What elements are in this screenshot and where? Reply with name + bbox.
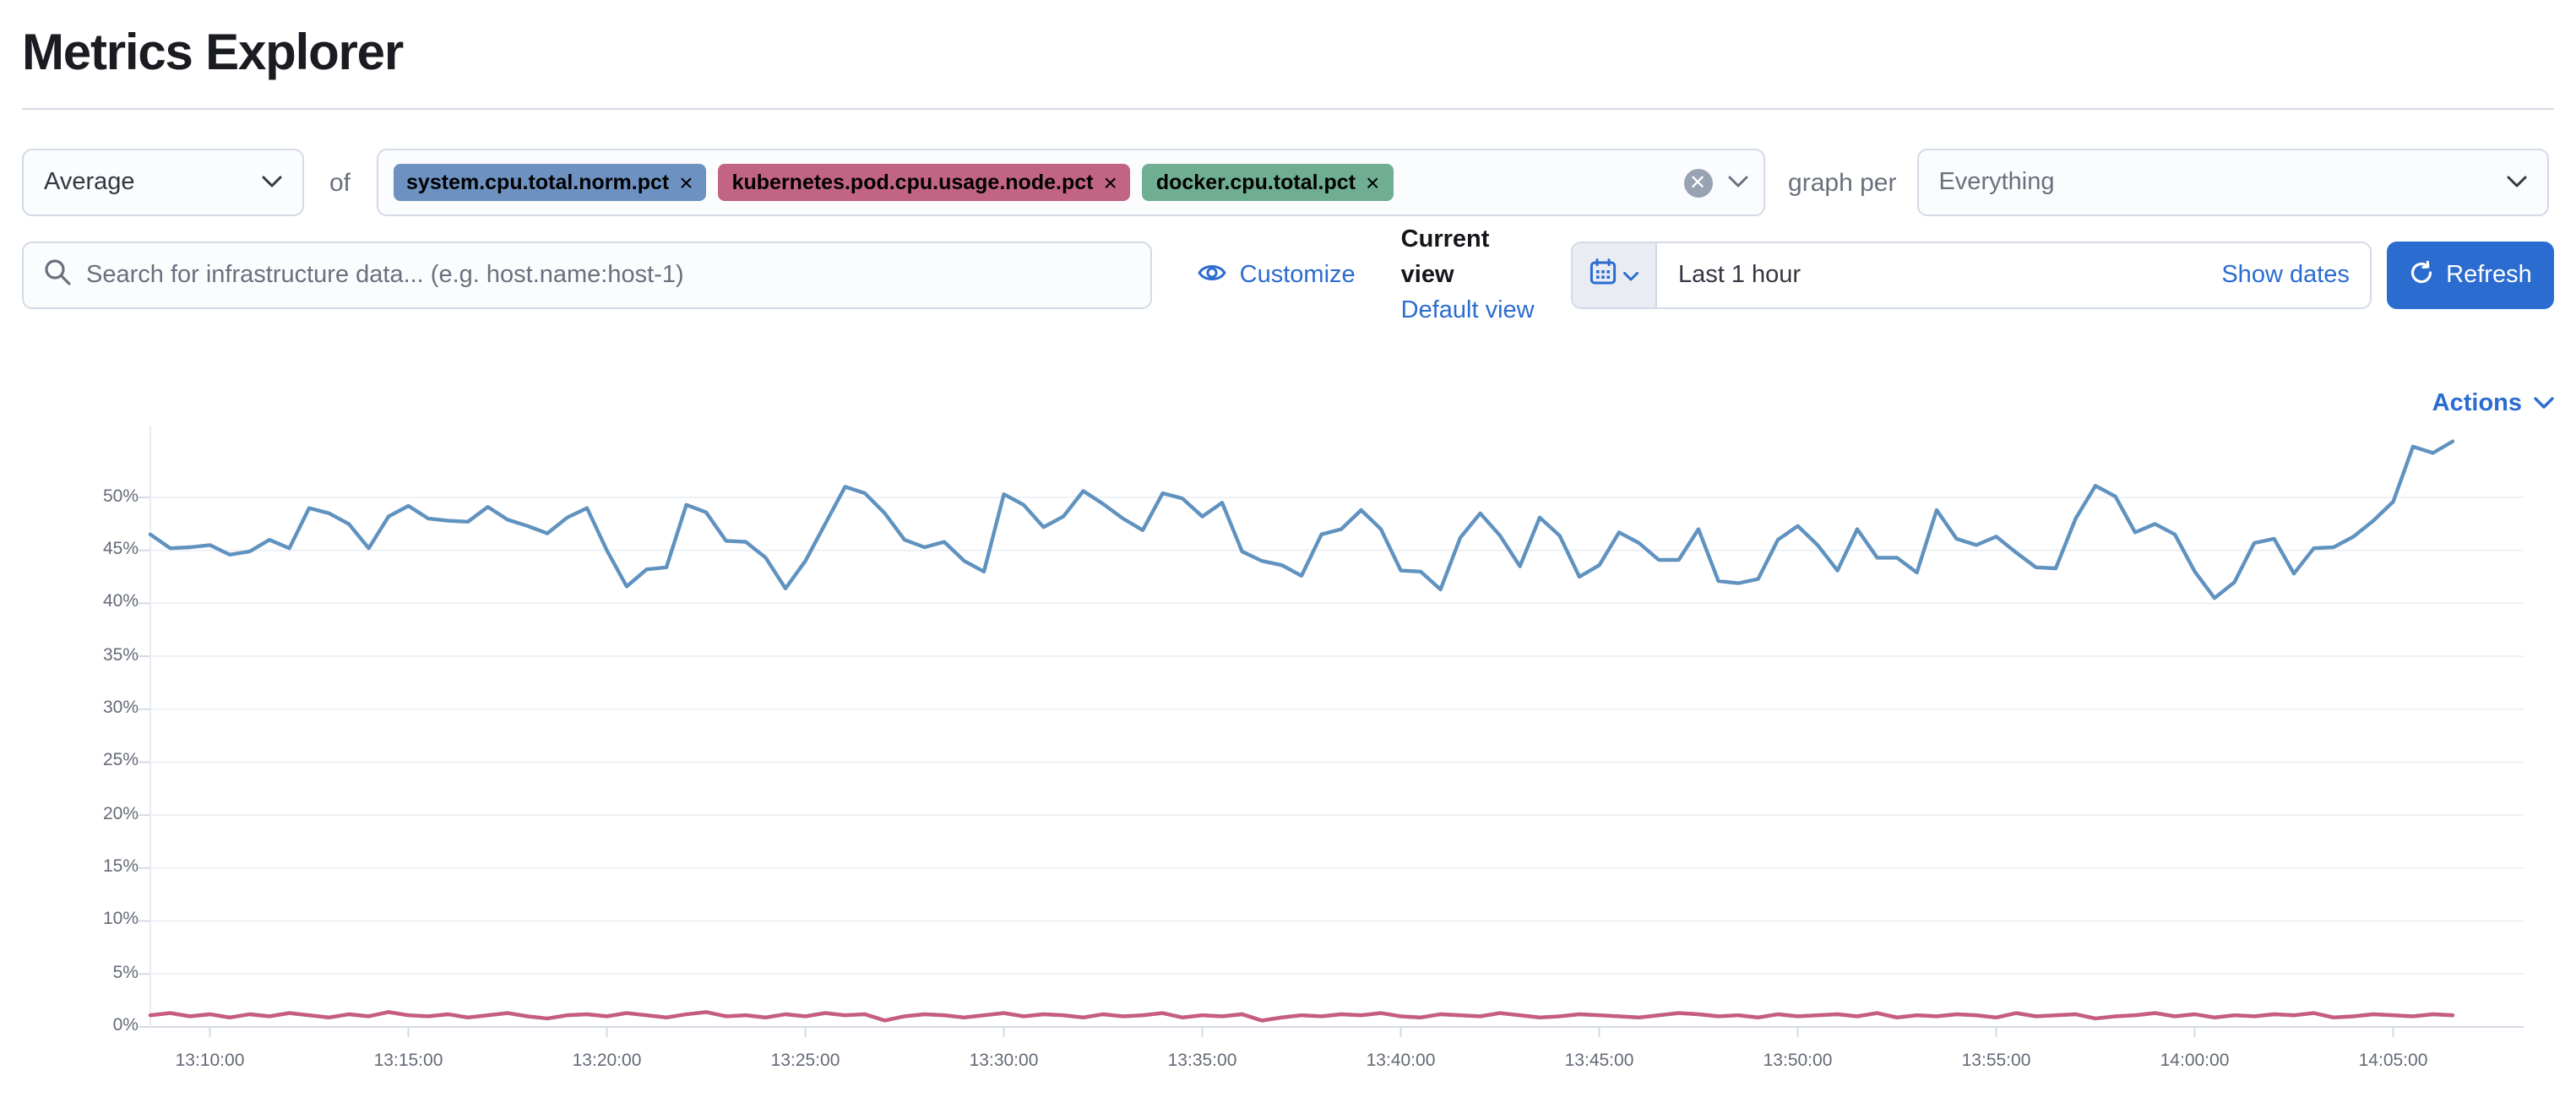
y-axis-label: 0%: [112, 1015, 139, 1035]
metric-pill[interactable]: system.cpu.total.norm.pct ×: [393, 164, 707, 201]
actions-row: Actions: [2432, 390, 2554, 417]
refresh-label: Refresh: [2446, 262, 2532, 289]
x-axis-label: 13:15:00: [373, 1051, 443, 1071]
y-axis-label: 20%: [102, 803, 139, 824]
search-icon: [44, 258, 71, 293]
metric-controls-row: Average of system.cpu.total.norm.pct × kub…: [22, 149, 2554, 216]
metric-pill-list: system.cpu.total.norm.pct × kubernetes.pod…: [393, 164, 1394, 201]
toolbar: Average of system.cpu.total.norm.pct × kub…: [0, 149, 2576, 323]
metrics-combobox[interactable]: system.cpu.total.norm.pct × kubernetes.pod…: [376, 149, 1765, 216]
show-dates-link[interactable]: Show dates: [2221, 262, 2350, 289]
time-range-value[interactable]: Last 1 hour: [1677, 262, 1802, 289]
combobox-controls: ✕: [1683, 168, 1747, 197]
clear-all-icon[interactable]: ✕: [1683, 168, 1713, 197]
page-header: Metrics Explorer: [0, 0, 2576, 110]
series-line: [148, 439, 2455, 600]
metric-pill-label: system.cpu.total.norm.pct: [406, 171, 670, 194]
chevron-down-icon[interactable]: [1727, 176, 1747, 189]
date-picker: Last 1 hour Show dates: [1571, 242, 2372, 309]
actions-menu-button[interactable]: Actions: [2432, 390, 2554, 417]
metric-pill[interactable]: docker.cpu.total.pct ×: [1142, 164, 1394, 201]
date-picker-quick-menu[interactable]: [1573, 243, 1658, 307]
default-view-link[interactable]: Default view: [1400, 296, 1535, 323]
metric-pill[interactable]: kubernetes.pod.cpu.usage.node.pct ×: [718, 164, 1131, 201]
remove-metric-icon[interactable]: ×: [1366, 169, 1380, 196]
chevron-down-icon: [262, 176, 282, 189]
y-axis-label: 25%: [102, 750, 139, 771]
page-title: Metrics Explorer: [22, 25, 404, 81]
x-axis-label: 13:45:00: [1564, 1051, 1634, 1071]
group-by-value: Everything: [1938, 169, 2055, 196]
x-axis-label: 13:25:00: [770, 1051, 840, 1071]
x-axis-label: 13:20:00: [572, 1051, 642, 1071]
chevron-down-icon: [2506, 176, 2526, 189]
y-axis-label: 10%: [102, 909, 139, 930]
x-axis-label: 13:50:00: [1763, 1051, 1833, 1071]
y-axis-label: 30%: [102, 697, 139, 718]
header-divider: [22, 108, 2554, 110]
customize-button[interactable]: Customize: [1198, 258, 1356, 293]
search-box: [22, 242, 1152, 309]
x-axis-label: 14:00:00: [2160, 1051, 2230, 1071]
customize-label: Customize: [1239, 262, 1356, 289]
y-axis-label: 35%: [102, 644, 139, 665]
x-axis-label: 13:40:00: [1366, 1051, 1436, 1071]
remove-metric-icon[interactable]: ×: [679, 169, 693, 196]
refresh-icon: [2409, 259, 2434, 291]
y-axis-label: 50%: [102, 486, 139, 506]
aggregation-value: Average: [44, 169, 135, 196]
chevron-down-icon: [2534, 390, 2554, 417]
metric-pill-label: docker.cpu.total.pct: [1155, 171, 1356, 194]
refresh-button[interactable]: Refresh: [2386, 242, 2554, 309]
x-axis-label: 13:10:00: [175, 1051, 245, 1071]
search-controls-row: Customize Current view Default view Last…: [22, 225, 2554, 323]
series-line: [148, 1010, 2455, 1023]
aggregation-select[interactable]: Average: [22, 149, 304, 216]
remove-metric-icon[interactable]: ×: [1103, 169, 1117, 196]
x-axis-label: 13:55:00: [1961, 1051, 2031, 1071]
x-axis-label: 13:30:00: [969, 1051, 1039, 1071]
metrics-chart[interactable]: 0% 5% 10% 15% 20% 25% 30% 35% 40% 45% 50% 13:10:00 1…: [0, 388, 2576, 1108]
group-by-select[interactable]: Everything: [1916, 149, 2549, 216]
calendar-icon: [1590, 258, 1617, 293]
metric-pill-label: kubernetes.pod.cpu.usage.node.pct: [731, 171, 1094, 194]
chevron-down-icon: [1623, 260, 1639, 291]
view-selector: Current view Default view: [1401, 222, 1548, 329]
current-view-label: Current view: [1400, 225, 1490, 288]
y-axis-label: 5%: [112, 962, 139, 983]
x-axis-label: 13:35:00: [1167, 1051, 1237, 1071]
actions-label: Actions: [2432, 390, 2522, 417]
y-axis-label: 15%: [102, 855, 139, 877]
y-axis-label: 45%: [102, 538, 139, 559]
x-axis-label: 14:05:00: [2358, 1051, 2428, 1071]
of-label: of: [329, 168, 351, 197]
search-input[interactable]: [86, 262, 1130, 289]
y-axis-label: 40%: [102, 591, 139, 612]
eye-icon: [1198, 258, 1226, 293]
chart-canvas[interactable]: [0, 388, 2576, 1108]
graph-per-label: graph per: [1788, 168, 1897, 197]
